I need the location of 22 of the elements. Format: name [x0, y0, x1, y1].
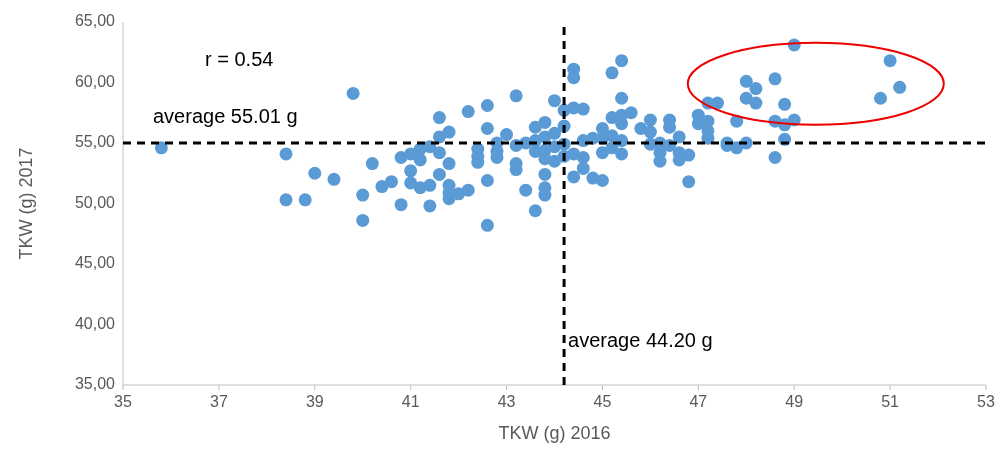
ref-line-label: average 55.01 g	[153, 104, 298, 127]
x-tick-label: 53	[977, 393, 995, 410]
y-tick-label: 40,00	[74, 314, 116, 332]
x-tick-label: 51	[881, 393, 900, 410]
x-tick-label: 39	[305, 393, 324, 410]
y-tick-label: 35,00	[74, 375, 116, 392]
y-tick-label: 45,00	[74, 254, 116, 271]
x-tick-label: 49	[785, 393, 804, 410]
y-tick-label: 55,00	[74, 133, 116, 150]
y-tick-label: 50,00	[74, 193, 116, 211]
y-tick-label: 60,00	[74, 72, 116, 90]
x-axis-title: TKW (g) 2016	[498, 423, 611, 443]
ref-line-label: average 44.20 g	[568, 329, 713, 351]
x-tick-label: 35	[114, 393, 132, 410]
y-axis-title: TKW (g) 2017	[16, 147, 36, 260]
x-tick-label: 41	[401, 393, 420, 410]
annotation: r = 0.54	[205, 48, 274, 70]
x-tick-label: 43	[497, 393, 516, 410]
x-tick-label: 45	[593, 393, 612, 410]
y-tick-label: 65,00	[74, 12, 116, 29]
x-tick-label: 37	[209, 393, 228, 410]
x-tick-label: 47	[689, 393, 708, 410]
